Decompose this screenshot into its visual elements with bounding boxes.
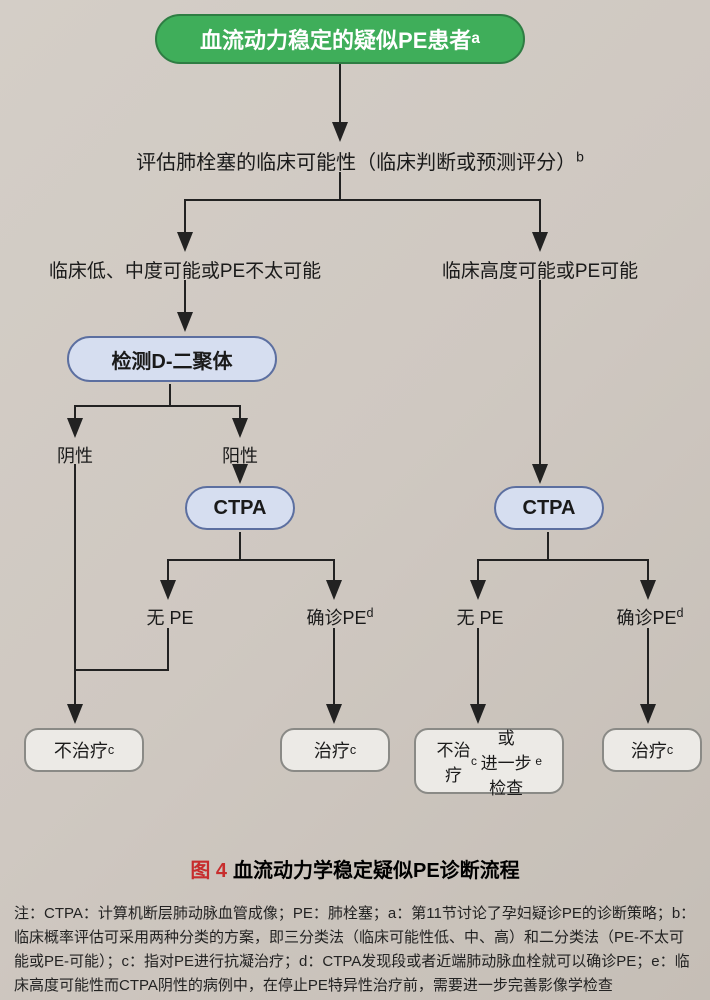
node-ctpa1: CTPA bbox=[185, 486, 295, 530]
node-ddimer: 检测D-二聚体 bbox=[67, 336, 277, 382]
node-lowmod: 临床低、中度可能或PE不太可能 bbox=[30, 256, 340, 283]
node-assess: 评估肺栓塞的临床可能性（临床判断或预测评分）b bbox=[80, 146, 640, 175]
node-notreat1: 不治疗c bbox=[24, 728, 144, 772]
node-conf1: 确诊PEd bbox=[290, 604, 390, 630]
node-neg: 阴性 bbox=[45, 442, 105, 468]
node-nope1: 无 PE bbox=[130, 604, 210, 630]
node-high: 临床高度可能或PE可能 bbox=[410, 256, 670, 283]
figure-number: 图 4 bbox=[190, 860, 227, 882]
node-treat1: 治疗c bbox=[280, 728, 390, 772]
figure-footnote: 注：CTPA：计算机断层肺动脉血管成像；PE：肺栓塞；a：第11节讨论了孕妇疑诊… bbox=[0, 902, 710, 998]
node-conf2: 确诊PEd bbox=[600, 604, 700, 630]
node-notreat2: 不治疗c或进一步检查e bbox=[414, 728, 564, 794]
node-pos: 阳性 bbox=[210, 442, 270, 468]
node-start: 血流动力稳定的疑似PE患者a bbox=[155, 14, 525, 64]
node-treat2: 治疗c bbox=[602, 728, 702, 772]
figure-title: 血流动力学稳定疑似PE诊断流程 bbox=[233, 860, 520, 882]
node-nope2: 无 PE bbox=[440, 604, 520, 630]
figure-caption: 图 4 血流动力学稳定疑似PE诊断流程 bbox=[0, 854, 710, 883]
node-ctpa2: CTPA bbox=[494, 486, 604, 530]
